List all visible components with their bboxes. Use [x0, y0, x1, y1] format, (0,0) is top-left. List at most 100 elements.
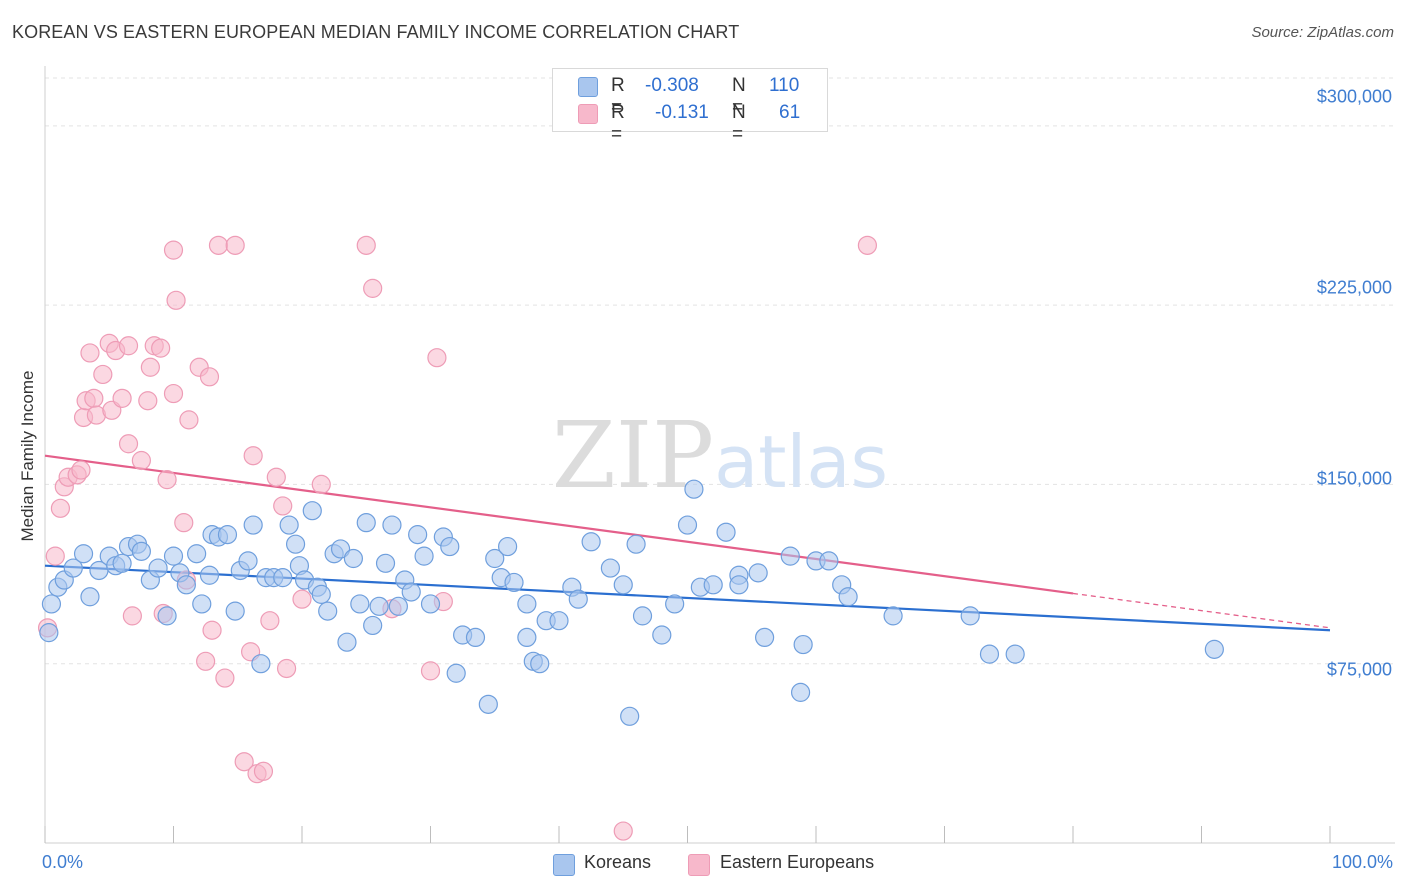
koreans-point — [388, 596, 408, 616]
watermark: ZIPatlas — [552, 402, 888, 509]
eastern-europeans-trend-line-dashed — [1072, 592, 1331, 629]
eastern-europeans-point — [273, 496, 293, 516]
n-label: N = — [732, 75, 746, 118]
legend-koreans-swatch — [553, 854, 575, 876]
eastern-europeans-point — [140, 357, 160, 377]
koreans-point — [1005, 644, 1025, 664]
y-axis-label: Median Family Income — [18, 370, 37, 542]
eastern-europeans-point — [420, 661, 441, 681]
eastern-europeans-point — [857, 235, 878, 255]
koreans-point — [401, 582, 421, 602]
stats-box: R = -0.308 N = 110 R = -0.131 N = 61 — [552, 68, 828, 145]
eastern-europeans-point — [157, 470, 177, 490]
koreans-point — [408, 525, 428, 545]
r-value: -0.308 — [645, 75, 699, 96]
eastern-europeans-point — [208, 235, 229, 255]
koreans-point — [960, 606, 980, 626]
eastern-europeans-point — [225, 235, 245, 255]
koreans-point — [716, 522, 736, 542]
eastern-europeans-point — [151, 338, 171, 358]
eastern-europeans-points — [37, 235, 878, 841]
koreans-point — [780, 546, 800, 566]
eastern-europeans-point — [84, 388, 104, 408]
koreans-point — [665, 594, 685, 614]
koreans-point — [285, 534, 306, 554]
koreans-point — [530, 654, 550, 674]
koreans-point — [838, 587, 858, 607]
eastern-europeans-point — [122, 606, 142, 626]
koreans-point — [819, 551, 839, 571]
n-value: 110 — [769, 75, 800, 96]
koreans-point — [684, 479, 704, 499]
eastern-europeans-point — [356, 235, 376, 255]
x-tick-label: 100.0% — [1331, 852, 1393, 872]
koreans-point — [163, 546, 184, 566]
eastern-europeans-point — [118, 434, 139, 454]
koreans-point — [243, 515, 263, 535]
y-tick-label: $300,000 — [1316, 86, 1392, 107]
legend-eastern-europeans-label: Eastern Europeans — [720, 852, 875, 872]
koreans-point — [199, 565, 220, 585]
y-tick-label: $225,000 — [1316, 277, 1392, 298]
koreans-point — [632, 606, 653, 626]
koreans-point — [504, 572, 524, 593]
n-value: 61 — [779, 102, 801, 123]
koreans-point — [883, 606, 903, 626]
eastern-europeans-point — [131, 450, 151, 471]
koreans-point — [446, 663, 466, 683]
eastern-europeans-point — [243, 446, 263, 466]
koreans-point — [498, 536, 518, 557]
koreans-point — [465, 627, 486, 648]
koreans-point — [652, 625, 672, 645]
koreans-point — [41, 594, 62, 614]
koreans-point — [217, 525, 238, 545]
koreans-point — [382, 515, 402, 535]
koreans-point — [238, 551, 258, 571]
koreans-point — [420, 594, 441, 614]
koreans-point — [187, 544, 207, 564]
eastern-europeans-point — [260, 611, 280, 631]
koreans-point — [343, 548, 363, 569]
eastern-europeans-point — [253, 761, 274, 781]
koreans-point — [626, 534, 646, 554]
eastern-europeans-swatch — [578, 104, 598, 124]
eastern-europeans-point — [266, 467, 286, 487]
koreans-point — [1204, 639, 1224, 659]
koreans-point — [748, 563, 768, 583]
koreans-point — [790, 682, 811, 702]
legend-koreans-label: Koreans — [584, 852, 652, 872]
koreans-point — [620, 706, 640, 726]
eastern-europeans-point — [427, 348, 447, 368]
koreans-point — [703, 575, 723, 595]
chart-title: KOREAN VS EASTERN EUROPEAN MEDIAN FAMILY… — [12, 22, 740, 42]
koreans-point — [414, 546, 434, 566]
koreans-point — [979, 644, 1000, 664]
eastern-europeans-point — [163, 240, 184, 260]
koreans-point — [485, 548, 505, 569]
x-tick-label: 0.0% — [42, 852, 84, 872]
eastern-europeans-point — [118, 336, 139, 356]
koreans-point — [517, 594, 537, 614]
eastern-europeans-point — [93, 364, 113, 385]
axes — [44, 66, 1395, 844]
legend-eastern-europeans-swatch — [688, 854, 710, 876]
koreans-point — [63, 558, 83, 578]
koreans-point — [677, 515, 698, 535]
r-label: R = — [611, 75, 625, 118]
koreans-point — [517, 627, 537, 648]
koreans-point — [251, 654, 271, 674]
koreans-point — [73, 544, 94, 564]
source-label: Source: ZipAtlas.com — [1251, 24, 1394, 41]
eastern-europeans-point — [50, 498, 71, 518]
koreans-point — [375, 553, 396, 573]
koreans-point — [581, 532, 601, 552]
koreans-point — [754, 627, 775, 648]
y-tick-label: $150,000 — [1316, 468, 1392, 489]
eastern-europeans-point — [179, 410, 199, 430]
koreans-point — [478, 694, 498, 714]
eastern-europeans-point — [292, 589, 312, 609]
koreans-point — [192, 594, 212, 614]
eastern-europeans-point — [613, 821, 633, 841]
eastern-europeans-point — [215, 668, 235, 688]
eastern-europeans-point — [196, 651, 216, 671]
